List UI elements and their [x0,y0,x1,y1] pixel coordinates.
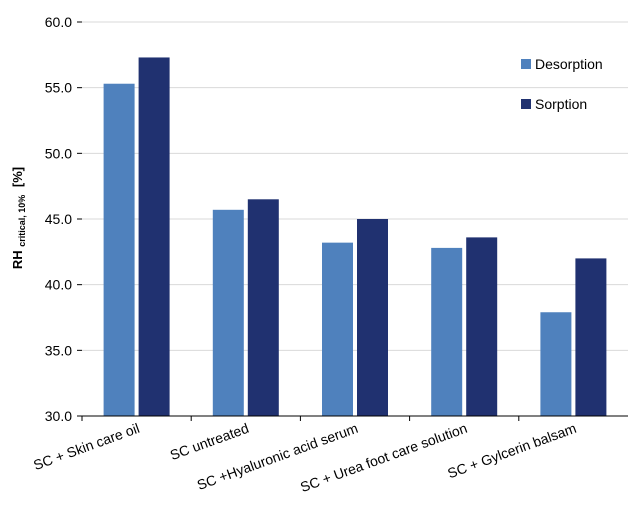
legend-swatch-sorption [521,99,531,109]
y-tick-label: 35.0 [45,342,72,358]
bar-desorption-2 [212,209,244,416]
bar-desorption-4 [431,247,463,416]
y-axis-label-main: RH [10,250,25,269]
y-axis-label-subscript: critical, 10% [17,195,27,247]
bar-sorption-2 [247,199,279,416]
bar-desorption-5 [540,312,572,416]
y-tick-label: 50.0 [45,145,72,161]
bar-sorption-3 [357,219,388,416]
legend-label-desorption: Desorption [535,56,603,72]
y-tick-label: 60.0 [45,14,72,30]
bar-sorption-1 [138,57,170,417]
y-axis-ticks: 30.0 35.0 40.0 45.0 50.0 55.0 60.0 [45,14,82,424]
y-tick-label: 55.0 [45,80,72,96]
legend: Desorption Sorption [521,56,603,112]
x-category-label: SC untreated [168,420,251,463]
bar-sorption-5 [575,258,607,416]
bars [103,57,607,417]
bar-desorption-3 [322,242,353,416]
x-category-label: SC + Skin care oil [31,420,141,473]
y-tick-label: 45.0 [45,211,72,227]
bar-desorption-1 [103,83,135,416]
bar-sorption-4 [466,237,498,416]
y-axis-label-suffix: [%] [10,167,25,187]
gridlines [82,21,628,351]
legend-label-sorption: Sorption [535,96,587,112]
y-tick-label: 40.0 [45,277,72,293]
y-axis-label: RH critical, 10% [%] [10,167,28,269]
y-tick-label: 30.0 [45,408,72,424]
legend-swatch-desorption [521,59,531,69]
